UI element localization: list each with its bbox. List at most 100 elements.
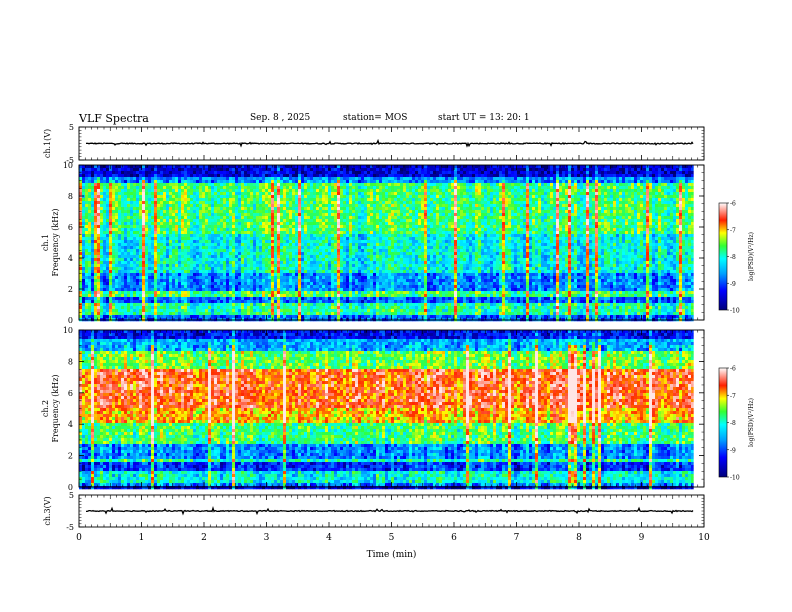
spectro-cell bbox=[205, 201, 209, 205]
spectro-cell bbox=[592, 198, 596, 202]
spectro-cell bbox=[448, 177, 452, 181]
spectro-cell bbox=[448, 216, 452, 220]
spectro-cell bbox=[358, 168, 362, 172]
spectro-cell bbox=[241, 207, 245, 211]
spectro-cell bbox=[397, 189, 401, 193]
spectro-cell bbox=[580, 171, 584, 175]
spectro-cell bbox=[454, 207, 458, 211]
spectro-cell bbox=[100, 210, 104, 214]
spectro-cell bbox=[439, 183, 443, 187]
spectro-cell bbox=[292, 210, 296, 214]
spectro-cell bbox=[166, 204, 170, 208]
spectro-cell bbox=[130, 225, 134, 229]
spectro-cell bbox=[217, 204, 221, 208]
spectro-cell bbox=[349, 180, 353, 184]
spectro-cell bbox=[220, 177, 224, 181]
spectro-cell bbox=[130, 171, 134, 175]
spectro-cell bbox=[634, 228, 638, 232]
spectro-cell bbox=[604, 189, 608, 193]
spectro-cell bbox=[229, 201, 233, 205]
spectro-cell bbox=[247, 228, 251, 232]
spectro-cell bbox=[346, 192, 350, 196]
spectro-cell bbox=[484, 195, 488, 199]
spectro-cell bbox=[361, 192, 365, 196]
spectro-cell bbox=[199, 234, 203, 238]
spectro-cell bbox=[487, 174, 491, 178]
spectro-cell bbox=[412, 210, 416, 214]
spectro-cell bbox=[667, 195, 671, 199]
spectro-cell bbox=[298, 168, 302, 172]
spectro-cell bbox=[283, 231, 287, 235]
spectro-cell bbox=[478, 189, 482, 193]
spectro-cell bbox=[652, 174, 656, 178]
spectro-cell bbox=[193, 216, 197, 220]
spectro-cell bbox=[172, 210, 176, 214]
spectro-cell bbox=[517, 174, 521, 178]
spectro-cell bbox=[79, 186, 83, 190]
spectro-cell bbox=[637, 171, 641, 175]
spectro-cell bbox=[592, 201, 596, 205]
spectro-cell bbox=[307, 225, 311, 229]
spectro-cell bbox=[439, 177, 443, 181]
spectro-cell bbox=[442, 213, 446, 217]
spectro-cell bbox=[583, 183, 587, 187]
spectro-cell bbox=[265, 207, 269, 211]
spectro-cell bbox=[88, 210, 92, 214]
spectro-cell bbox=[253, 168, 257, 172]
spectro-cell bbox=[373, 168, 377, 172]
spectro-cell bbox=[226, 225, 230, 229]
spectro-cell bbox=[190, 216, 194, 220]
spectro-cell bbox=[139, 183, 143, 187]
spectro-cell bbox=[178, 204, 182, 208]
spectro-cell bbox=[607, 225, 611, 229]
spectro-cell bbox=[496, 219, 500, 223]
spectro-cell bbox=[319, 186, 323, 190]
spectro-cell bbox=[199, 174, 203, 178]
spectro-cell bbox=[514, 189, 518, 193]
spectro-cell bbox=[493, 165, 497, 169]
spectro-cell bbox=[571, 225, 575, 229]
spectro-cell bbox=[370, 183, 374, 187]
spectro-cell bbox=[376, 177, 380, 181]
spectro-cell bbox=[445, 183, 449, 187]
spectro-cell bbox=[181, 183, 185, 187]
spectro-cell bbox=[664, 216, 668, 220]
spectro-cell bbox=[175, 201, 179, 205]
spectro-cell bbox=[541, 195, 545, 199]
spectro-cell bbox=[226, 228, 230, 232]
spectro-cell bbox=[244, 165, 248, 169]
spectro-cell bbox=[136, 216, 140, 220]
spectro-cell bbox=[85, 180, 89, 184]
spectro-cell bbox=[259, 204, 263, 208]
spectro-cell bbox=[481, 198, 485, 202]
spectro-cell bbox=[586, 180, 590, 184]
spectro-cell bbox=[403, 210, 407, 214]
spectro-cell bbox=[466, 186, 470, 190]
spectro-cell bbox=[115, 168, 119, 172]
spectro-cell bbox=[511, 186, 515, 190]
spectro-cell bbox=[304, 231, 308, 235]
spectro-cell bbox=[577, 210, 581, 214]
spectro-cell bbox=[91, 195, 95, 199]
spectro-cell bbox=[346, 189, 350, 193]
spectro-cell bbox=[490, 189, 494, 193]
spectro-cell bbox=[436, 222, 440, 226]
spectro-cell bbox=[562, 165, 566, 169]
spectro-cell bbox=[532, 189, 536, 193]
spectro-cell bbox=[118, 183, 122, 187]
spectro-cell bbox=[328, 201, 332, 205]
spectro-cell bbox=[592, 168, 596, 172]
spectro-cell bbox=[430, 225, 434, 229]
spectro-cell bbox=[280, 216, 284, 220]
spectro-cell bbox=[511, 228, 515, 232]
spectro-cell bbox=[253, 180, 257, 184]
spectro-cell bbox=[691, 225, 694, 229]
spectro-cell bbox=[652, 210, 656, 214]
spectro-cell bbox=[325, 219, 329, 223]
spectro-cell bbox=[232, 225, 236, 229]
spectro-cell bbox=[337, 192, 341, 196]
spectro-cell bbox=[160, 201, 164, 205]
spectro-cell bbox=[490, 231, 494, 235]
spectro-cell bbox=[616, 186, 620, 190]
spectro-cell bbox=[532, 183, 536, 187]
